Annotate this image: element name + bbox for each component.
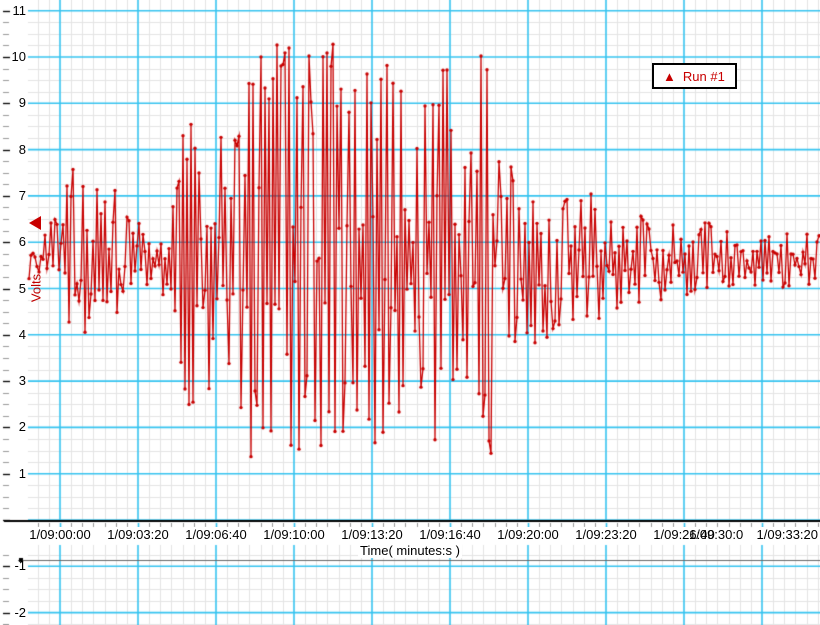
y-axis-tick-label: 7 — [18, 187, 26, 203]
y-axis-tick-label: 5 — [18, 280, 26, 296]
y-axis-tick-label: 6 — [18, 234, 26, 250]
y-axis-tick-label: 9 — [18, 95, 26, 111]
x-axis-tick-label: 1/09:00:00 — [28, 527, 92, 542]
y-axis-tick-label: 8 — [18, 141, 26, 157]
x-axis-title: Time( minutes:s ) — [358, 543, 462, 558]
x-axis-tick-label: 1/09:03:20 — [106, 527, 170, 542]
x-axis-tick-label: 1/09:13:20 — [340, 527, 404, 542]
x-axis-tick-label: 1/09:16:40 — [418, 527, 482, 542]
y-axis-tick-label: 4 — [18, 326, 26, 342]
channel-position-marker-icon[interactable] — [29, 216, 41, 230]
x-axis-tick-label: 1/09:06:40 — [184, 527, 248, 542]
legend-series-label: Run #1 — [682, 68, 725, 84]
x-axis-tick-label: 1/09:10:00 — [262, 527, 326, 542]
y-axis-tick-label: 1 — [18, 465, 26, 481]
y-axis-tick-label: 3 — [18, 373, 26, 389]
legend-box[interactable]: ▲ Run #1 — [652, 63, 737, 89]
x-axis-tick-label: 1/09:20:00 — [496, 527, 560, 542]
y-axis-tick-label: 10 — [11, 49, 26, 64]
y-axis-tick-label: 2 — [18, 419, 26, 435]
y-axis-tick-label: 11 — [12, 2, 27, 18]
y-axis-title: Volts — [28, 273, 44, 303]
x-axis-tick-label: 1/09:33:20 — [755, 527, 819, 542]
x-axis-tick-label: 1/09:23:20 — [574, 527, 638, 542]
triangle-up-icon: ▲ — [663, 68, 676, 84]
y-axis-tick-label: -2 — [14, 604, 26, 620]
x-axis-tick-label: 1/09:26:40 — [652, 527, 716, 542]
y-axis-tick-label: -1 — [14, 558, 26, 574]
x-axis-tick-label: 1/09:30:0 — [689, 527, 744, 542]
